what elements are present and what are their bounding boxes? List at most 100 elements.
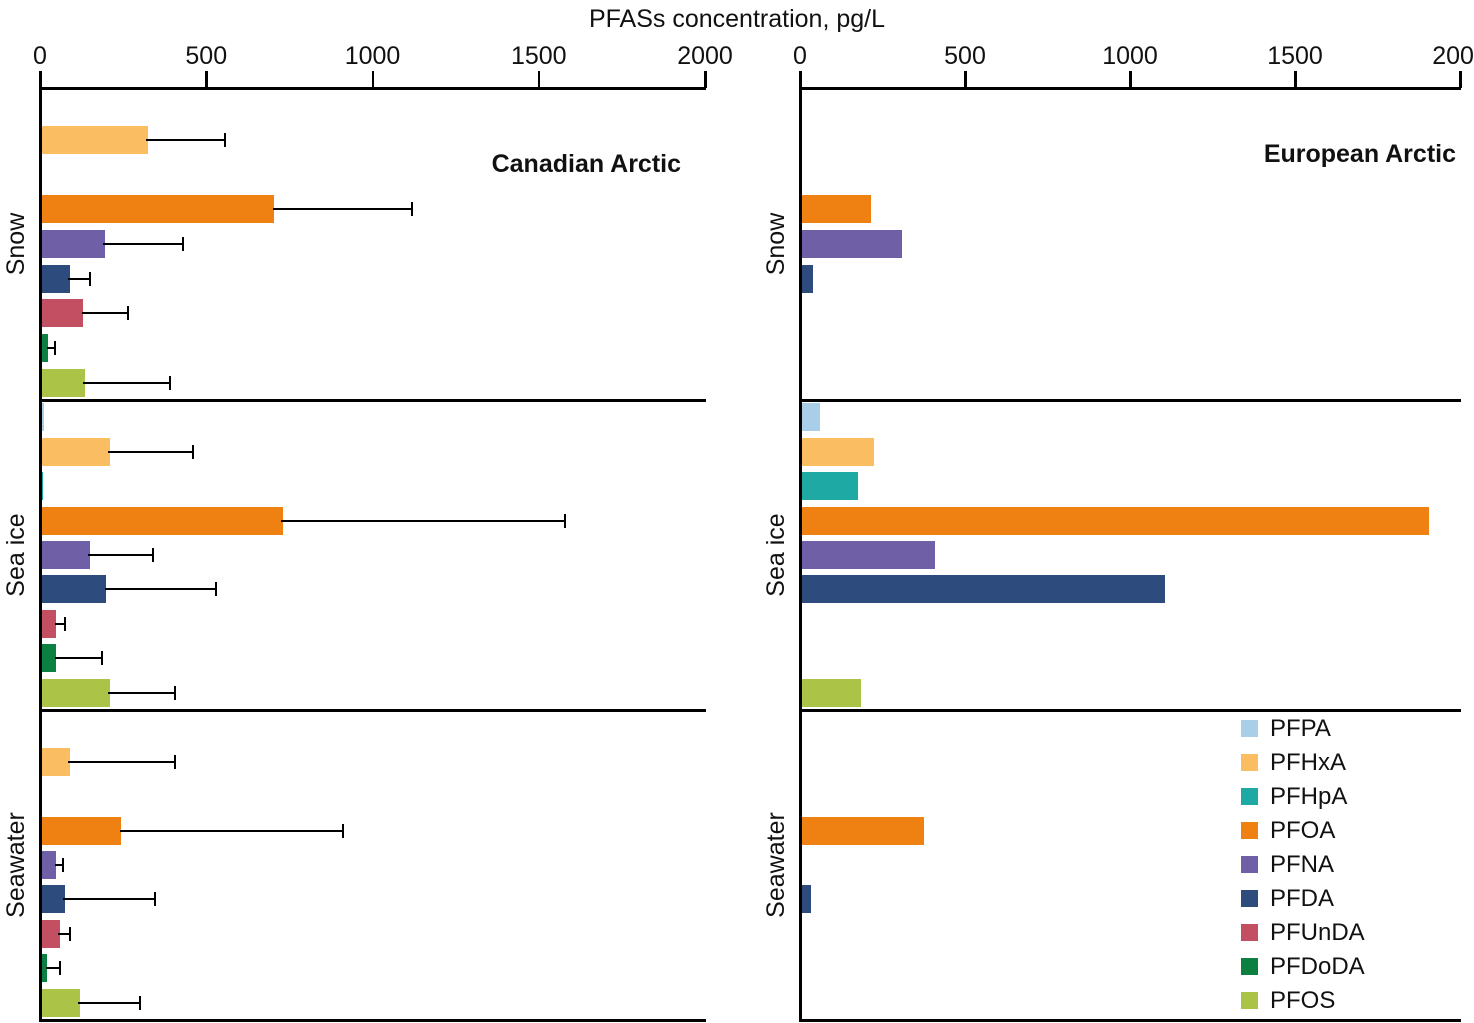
bar-PFOA bbox=[41, 195, 275, 224]
bar-PFOA bbox=[41, 816, 122, 845]
legend-swatch-PFOA bbox=[1241, 822, 1258, 839]
error-bar-cap-PFUnDA bbox=[63, 616, 66, 631]
bar-PFDoDA bbox=[41, 334, 49, 362]
x-tick-label: 0 bbox=[33, 42, 47, 70]
error-bar-line-PFOS bbox=[78, 1001, 140, 1004]
error-bar-line-PFNA bbox=[103, 243, 183, 245]
bar-PFHxA bbox=[801, 437, 875, 466]
legend-swatch-PFUnDA bbox=[1241, 924, 1258, 941]
legend-swatch-PFDoDA bbox=[1241, 958, 1258, 975]
legend-swatch-PFOS bbox=[1241, 992, 1258, 1009]
bar-PFOA bbox=[801, 506, 1429, 535]
bar-PFUnDA bbox=[41, 609, 57, 638]
bar-PFDA bbox=[801, 885, 812, 914]
legend-label-PFOS: PFOS bbox=[1270, 987, 1336, 1014]
error-bar-line-PFOS bbox=[83, 381, 170, 384]
group-label-seawater: Seawater bbox=[2, 812, 30, 918]
bar-PFDoDA bbox=[41, 954, 48, 983]
error-bar-cap-PFUnDA bbox=[127, 306, 130, 321]
x-tick-label: 1500 bbox=[1267, 42, 1323, 70]
bar-PFNA bbox=[41, 230, 105, 258]
x-axis-tick bbox=[1129, 71, 1132, 88]
error-bar-cap-PFDoDA bbox=[53, 341, 56, 355]
panel-frame-line bbox=[39, 709, 706, 712]
bar-PFHpA bbox=[41, 472, 44, 501]
legend-swatch-PFNA bbox=[1241, 856, 1258, 873]
panel-frame-line bbox=[799, 87, 1461, 90]
bar-PFHxA bbox=[41, 126, 148, 154]
group-label-seawater: Seawater bbox=[762, 812, 790, 918]
error-bar-cap-PFOS bbox=[168, 375, 171, 390]
panel-frame-line bbox=[799, 1019, 1461, 1022]
legend-label-PFUnDA: PFUnDA bbox=[1270, 919, 1365, 946]
bar-PFDoDA bbox=[41, 644, 57, 673]
error-bar-cap-PFDA bbox=[88, 271, 91, 286]
x-axis-tick bbox=[205, 71, 208, 88]
error-bar-cap-PFDA bbox=[215, 582, 218, 597]
bar-PFOS bbox=[41, 368, 85, 397]
x-tick-label: 2000 bbox=[677, 42, 733, 70]
bar-PFOS bbox=[41, 678, 110, 707]
bar-PFOA bbox=[801, 816, 924, 845]
legend-label-PFPA: PFPA bbox=[1270, 715, 1331, 742]
bar-PFUnDA bbox=[41, 919, 60, 948]
x-axis-tick bbox=[371, 71, 374, 88]
error-bar-cap-PFHxA bbox=[223, 133, 226, 147]
error-bar-line-PFDoDA bbox=[45, 967, 60, 970]
error-bar-line-PFHxA bbox=[68, 760, 175, 763]
x-axis-tick bbox=[1459, 71, 1462, 88]
x-axis-tick bbox=[537, 71, 541, 88]
bar-PFNA bbox=[801, 230, 903, 258]
x-tick-label: 0 bbox=[793, 42, 807, 70]
bar-PFOS bbox=[801, 678, 861, 707]
x-tick-label: 1500 bbox=[510, 42, 567, 70]
group-label-snow: Snow bbox=[2, 212, 30, 276]
legend-label-PFHpA: PFHpA bbox=[1270, 783, 1348, 810]
error-bar-line-PFOS bbox=[108, 691, 175, 694]
error-bar-cap-PFDoDA bbox=[58, 961, 61, 976]
error-bar-cap-PFDoDA bbox=[100, 651, 103, 666]
panel-frame-line bbox=[799, 399, 1461, 402]
error-bar-line-PFHxA bbox=[108, 450, 193, 453]
error-bar-cap-PFOA bbox=[564, 513, 567, 528]
error-bar-cap-PFOS bbox=[173, 685, 176, 700]
error-bar-line-PFDA bbox=[68, 277, 90, 280]
error-bar-cap-PFOA bbox=[341, 823, 344, 838]
error-bar-line-PFOA bbox=[281, 519, 566, 522]
error-bar-line-PFNA bbox=[54, 864, 64, 866]
panel-frame-line bbox=[39, 1019, 706, 1022]
x-tick-label: 2000 bbox=[1432, 42, 1474, 70]
error-bar-cap-PFNA bbox=[62, 858, 65, 872]
group-label-sea-ice: Sea ice bbox=[762, 513, 790, 597]
error-bar-cap-PFHxA bbox=[173, 754, 176, 769]
x-axis-tick bbox=[704, 71, 707, 88]
legend-label-PFDA: PFDA bbox=[1270, 885, 1335, 912]
panel-frame-line bbox=[799, 709, 1461, 712]
error-bar-line-PFHxA bbox=[146, 139, 225, 141]
bar-PFNA bbox=[801, 541, 936, 569]
bar-PFHpA bbox=[801, 472, 858, 501]
legend-swatch-PFHxA bbox=[1241, 754, 1258, 771]
x-tick-label: 500 bbox=[944, 42, 986, 70]
error-bar-cap-PFNA bbox=[152, 548, 155, 562]
legend-label-PFHxA: PFHxA bbox=[1270, 749, 1347, 776]
bar-PFPA bbox=[41, 403, 45, 432]
error-bar-line-PFDoDA bbox=[54, 657, 102, 660]
bar-PFDA bbox=[41, 885, 65, 914]
bar-PFDA bbox=[41, 575, 107, 604]
error-bar-cap-PFUnDA bbox=[68, 926, 71, 941]
error-bar-line-PFNA bbox=[88, 554, 154, 556]
legend-swatch-PFHpA bbox=[1241, 788, 1258, 805]
legend-label-PFOA: PFOA bbox=[1270, 817, 1336, 844]
bar-PFNA bbox=[41, 541, 90, 569]
x-axis-tick bbox=[799, 71, 802, 88]
panel-title: Canadian Arctic bbox=[491, 150, 681, 178]
legend-label-PFNA: PFNA bbox=[1270, 851, 1335, 878]
error-bar-line-PFUnDA bbox=[54, 622, 65, 625]
y-axis-line bbox=[39, 88, 42, 1022]
bar-PFOA bbox=[801, 195, 871, 224]
bar-PFDA bbox=[801, 264, 814, 293]
panel-frame-line bbox=[39, 399, 706, 402]
bar-PFHxA bbox=[41, 747, 70, 776]
